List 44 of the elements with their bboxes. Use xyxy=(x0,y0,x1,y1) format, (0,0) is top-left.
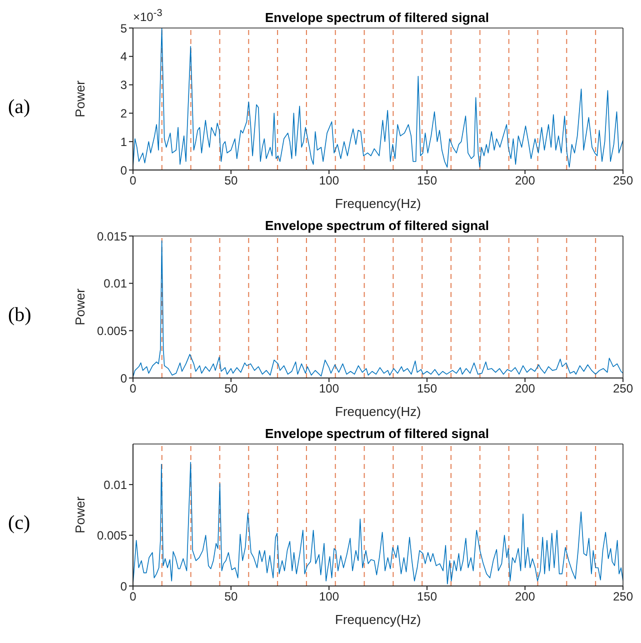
text: (c) xyxy=(8,512,30,535)
text: ×10$^{-3}$ xyxy=(133,8,162,24)
x-tick-label: 50 xyxy=(224,590,238,604)
x-tick-label: 100 xyxy=(318,174,340,188)
y-tick-label: 4 xyxy=(120,50,128,64)
x-tick-label: 150 xyxy=(416,174,438,188)
x-tick-label: 200 xyxy=(514,590,536,604)
text: (b) xyxy=(8,304,32,327)
x-tick-label: 50 xyxy=(224,174,238,188)
x-axis-title: Frequency(Hz) xyxy=(335,196,421,211)
chart-title: Envelope spectrum of filtered signal xyxy=(264,426,490,441)
y-tick-label: 0.01 xyxy=(104,478,128,492)
y-axis-title: Power xyxy=(72,80,88,118)
x-tick-label: 0 xyxy=(130,590,137,604)
y-tick-label: 5 xyxy=(120,21,128,36)
x-tick-label: 250 xyxy=(612,174,634,188)
x-tick-label: 50 xyxy=(224,382,238,396)
y-axis-title: Power xyxy=(72,288,88,326)
x-tick-label: 100 xyxy=(318,590,340,604)
y-tick-label: 0.015 xyxy=(96,229,128,244)
x-tick-label: 0 xyxy=(130,174,137,188)
x-tick-label: 150 xyxy=(416,590,438,604)
y-tick-label: 2 xyxy=(120,106,128,120)
chart-title: Envelope spectrum of filtered signal xyxy=(264,218,490,233)
y-tick-label: 0 xyxy=(120,371,128,386)
y-tick-label: 0.005 xyxy=(96,324,128,338)
x-tick-label: 150 xyxy=(416,382,438,396)
chart-title: Envelope spectrum of filtered signal xyxy=(265,10,489,25)
x-tick-label: 100 xyxy=(318,382,340,396)
x-axis-title: Frequency(Hz) xyxy=(335,612,421,627)
y-tick-label: 3 xyxy=(120,78,128,92)
y-tick-label: 0.005 xyxy=(96,528,128,543)
x-tick-label: 250 xyxy=(612,382,634,396)
x-tick-label: 250 xyxy=(612,590,634,604)
x-tick-label: 200 xyxy=(514,382,536,396)
x-tick-label: 200 xyxy=(514,174,536,188)
text: (a) xyxy=(8,96,30,119)
y-axis-title: Power xyxy=(72,496,88,534)
y-tick-label: 1 xyxy=(120,134,128,149)
y-tick-label: 0.01 xyxy=(104,276,128,291)
y-tick-label: 0 xyxy=(120,579,128,594)
x-axis-title: Frequency(Hz) xyxy=(335,404,421,419)
y-tick-label: 0 xyxy=(120,163,128,178)
x-tick-label: 0 xyxy=(130,382,137,396)
